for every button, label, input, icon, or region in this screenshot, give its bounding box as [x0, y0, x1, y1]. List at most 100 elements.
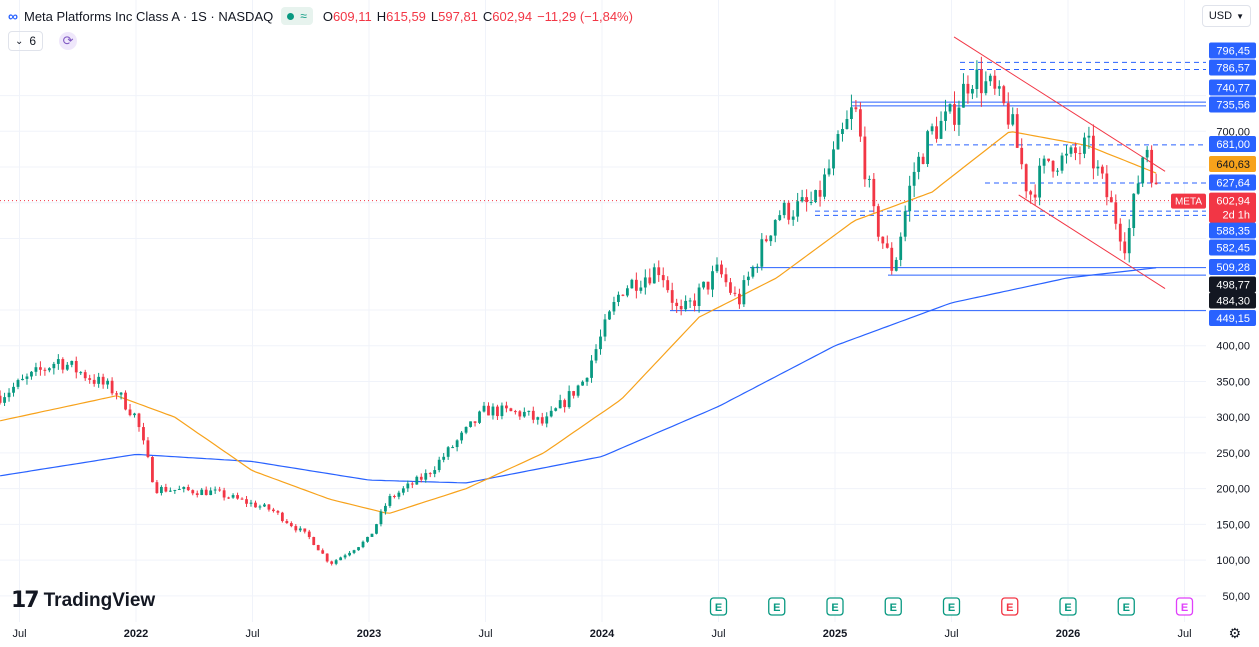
earnings-label: E: [1064, 602, 1071, 614]
candle-body: [617, 294, 620, 302]
candle-body: [648, 277, 652, 284]
time-tick-label: Jul: [245, 628, 259, 640]
candle-body: [729, 282, 732, 293]
price-label-badge: [1209, 310, 1256, 326]
candle-body: [415, 476, 419, 485]
earnings-label: E: [831, 602, 838, 614]
price-label-text: 796,45: [1216, 46, 1250, 58]
candle-body: [159, 486, 163, 494]
price-label-text: 449,15: [1216, 313, 1250, 325]
candle-body: [845, 119, 849, 130]
candle-body: [679, 305, 683, 310]
indicator-row: ⌄ 6 ⟳: [8, 31, 78, 51]
indicators-toggle-button[interactable]: ⌄ 6: [8, 31, 44, 51]
candle-body: [1065, 153, 1068, 156]
ohlc-high-value: 615,59: [386, 8, 426, 24]
candle-body: [1056, 170, 1059, 172]
time-tick-label: Jul: [1177, 628, 1191, 640]
candle-body: [406, 483, 410, 489]
candle-body: [496, 406, 499, 417]
tradingview-logo[interactable]: 17 TradingView: [11, 588, 155, 613]
candle-body: [948, 104, 952, 112]
candle-body: [894, 259, 898, 271]
candle-body: [832, 149, 835, 169]
candle-body: [545, 416, 549, 424]
price-label-text: 498,77: [1216, 280, 1250, 292]
candle-body: [370, 533, 374, 537]
candle-body: [814, 190, 817, 202]
candle-body: [65, 364, 69, 370]
candle-body: [339, 557, 343, 561]
price-tick-label: 700,00: [1216, 126, 1250, 138]
candle-body: [101, 376, 105, 385]
candle-body: [361, 541, 365, 548]
candle-body: [536, 417, 540, 420]
settings-gear-icon[interactable]: ⚙: [1228, 625, 1241, 641]
candle-body: [128, 409, 132, 416]
earnings-icon: [1175, 597, 1194, 616]
candle-body: [997, 86, 1001, 89]
earnings-icon: [709, 597, 728, 616]
candle-body: [984, 81, 988, 94]
ohlc-close-key: C: [482, 8, 493, 24]
price-label-text: 627,64: [1216, 178, 1250, 190]
candle-body: [751, 266, 755, 277]
candle-body: [92, 379, 96, 384]
candle-body: [764, 239, 768, 242]
ohlc-close-value: 602,94: [492, 8, 533, 24]
candle-body: [227, 497, 231, 499]
market-status-badge[interactable]: ≈: [281, 7, 313, 25]
candle-body: [285, 521, 289, 524]
candle-body: [567, 391, 571, 408]
meta-logo-icon[interactable]: ∞: [8, 8, 18, 24]
candle-body: [554, 408, 558, 411]
price-label-badge: [1209, 222, 1256, 239]
refresh-icon[interactable]: ⟳: [59, 32, 78, 50]
candle-body: [500, 405, 504, 417]
price-label-badge: [1209, 259, 1256, 275]
candle-body: [280, 512, 284, 522]
price-change: −11,29 (−1,84%): [537, 8, 633, 24]
candle-body: [1123, 241, 1127, 254]
earnings-icon: [768, 597, 786, 616]
candle-body: [142, 427, 145, 441]
ohlc-low-key: L: [430, 8, 439, 24]
candle-body: [549, 410, 553, 417]
candle-body: [410, 483, 414, 485]
candle-body: [272, 509, 275, 512]
price-label-badge: [1209, 79, 1256, 96]
candle-body: [12, 386, 15, 393]
symbol-title[interactable]: Meta Platforms Inc Class A · 1S · NASDAQ: [23, 8, 274, 24]
candle-body: [455, 440, 459, 448]
indicators-count: 6: [29, 34, 37, 48]
candle-body: [39, 367, 42, 370]
candle-body: [1033, 194, 1037, 198]
currency-select[interactable]: USD ▼: [1201, 5, 1251, 27]
candle-body: [581, 381, 584, 386]
ohlc-high-key: H: [376, 8, 387, 24]
candle-body: [836, 134, 840, 150]
candle-body: [760, 239, 764, 267]
candle-body: [478, 411, 481, 423]
candle-body: [74, 360, 78, 373]
price-tick-label: 100,00: [1216, 555, 1250, 567]
earnings-label: E: [1123, 602, 1130, 614]
candle-body: [1132, 193, 1136, 229]
candle-body: [186, 487, 190, 491]
candle-body: [209, 490, 213, 496]
candle-body: [289, 523, 293, 527]
candle-body: [469, 421, 472, 427]
trend-channel[interactable]: [953, 36, 1166, 289]
price-label-badge: [1209, 292, 1256, 309]
candle-body: [442, 456, 446, 460]
candle-body: [850, 107, 853, 120]
candle-body: [531, 410, 535, 420]
candle-body: [590, 360, 593, 378]
candle-body: [164, 486, 168, 492]
candle-body: [854, 107, 858, 110]
time-axis[interactable]: Jul 2022 Jul 2023 Jul 2024 Jul 2025 Jul 2026 Jul: [12, 628, 1191, 640]
time-tick-label: 2022: [124, 628, 148, 640]
candle-body: [742, 280, 746, 305]
candle-body: [375, 524, 378, 534]
